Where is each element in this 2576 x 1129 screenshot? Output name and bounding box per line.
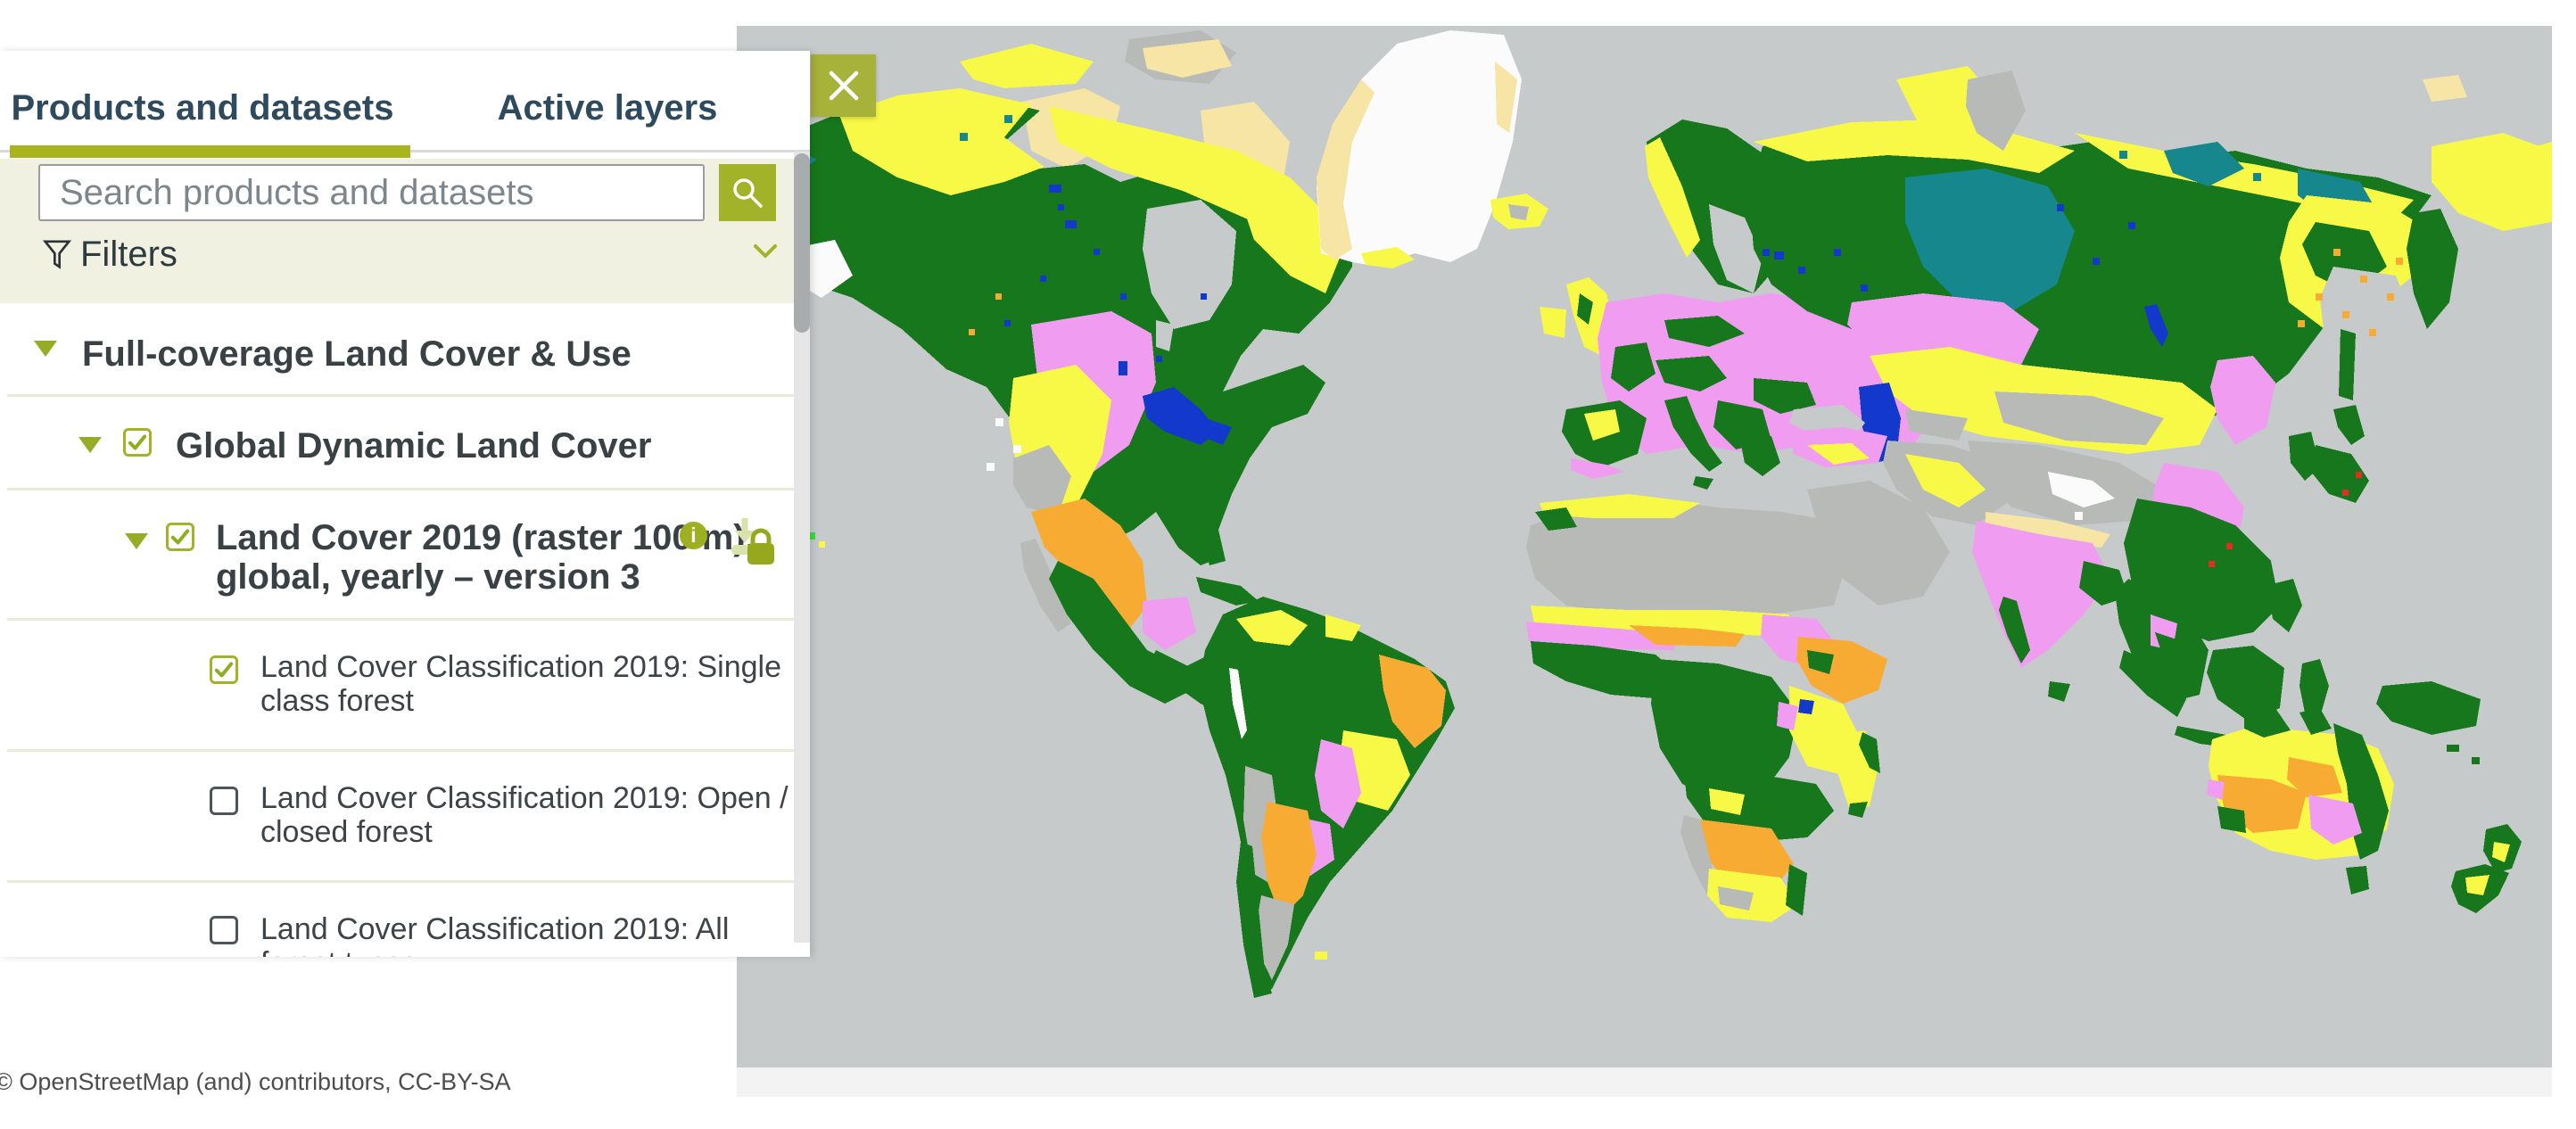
checkbox-layer-single-class-forest[interactable] [210,655,238,684]
shrub-specks [969,249,2403,336]
row-divider [7,394,794,397]
tree-dataset-label[interactable]: Land Cover 2019 (raster 100 m), global, … [216,518,755,597]
filters-toggle[interactable]: Filters [43,232,178,276]
layer-label-line2: forest types [260,946,729,957]
checkmark-icon [170,529,190,545]
water-specks [1004,185,2135,375]
layer-label-line1: Land Cover Classification 2019: All [260,912,730,946]
chevron-down-icon[interactable] [753,243,778,260]
snow-specks [987,418,2083,520]
close-panel-button[interactable] [811,54,876,117]
checkmark-icon [214,662,234,678]
layer-label[interactable]: Land Cover Classification 2019: Single c… [260,650,781,718]
builtup-specks [2209,472,2362,567]
wetland-specks [960,115,2315,190]
layers-sidebar: Products and datasets Active layers Filt… [0,51,810,957]
dataset-label-line2: global, yearly – version 3 [216,557,640,597]
map-attribution: © OpenStreetMap (and) contributors, CC-B… [0,1068,511,1095]
active-tab-underline [10,145,410,158]
row-divider [7,749,794,752]
filters-label: Filters [80,234,178,274]
dataset-label-line1: Land Cover 2019 (raster 100 m), [216,518,755,557]
row-divider [7,880,794,883]
checkbox-layer-all-forest-types[interactable] [210,916,238,944]
checkmark-icon [128,434,147,450]
checkbox-global-dynamic-land-cover[interactable] [123,428,152,457]
collapse-arrow-icon[interactable] [34,341,57,357]
tree-category-label[interactable]: Full-coverage Land Cover & Use [82,334,632,374]
layer-label[interactable]: Land Cover Classification 2019: All fore… [260,912,729,957]
search-icon [733,178,763,208]
checkbox-land-cover-2019[interactable] [166,523,194,551]
row-divider [7,488,794,490]
collapse-arrow-icon[interactable] [78,437,102,453]
layer-label[interactable]: Land Cover Classification 2019: Open / c… [260,781,788,849]
search-button[interactable] [719,164,776,221]
download-lock-icon[interactable] [730,515,781,568]
close-icon [829,70,858,101]
layer-label-line1: Land Cover Classification 2019: Open / [260,781,788,815]
info-icon[interactable]: i [680,522,707,549]
tree-product-label[interactable]: Global Dynamic Land Cover [176,426,652,466]
world-land-cover-map[interactable] [737,26,2552,1067]
tab-active-layers[interactable]: Active layers [497,87,718,128]
tab-products-and-datasets[interactable]: Products and datasets [11,87,394,128]
search-input[interactable] [38,164,705,221]
sidebar-scrollbar-track[interactable] [794,152,810,943]
sidebar-scrollbar-thumb[interactable] [794,153,810,333]
layer-label-line2: class forest [260,684,414,718]
checkbox-layer-open-closed-forest[interactable] [210,787,238,815]
row-divider [7,618,794,621]
layer-label-line1: Land Cover Classification 2019: Single [260,650,782,684]
filter-funnel-icon [43,240,71,269]
layer-label-line2: closed forest [260,815,433,849]
map-antarctica-strip [737,1067,2552,1097]
collapse-arrow-icon[interactable] [125,533,148,549]
